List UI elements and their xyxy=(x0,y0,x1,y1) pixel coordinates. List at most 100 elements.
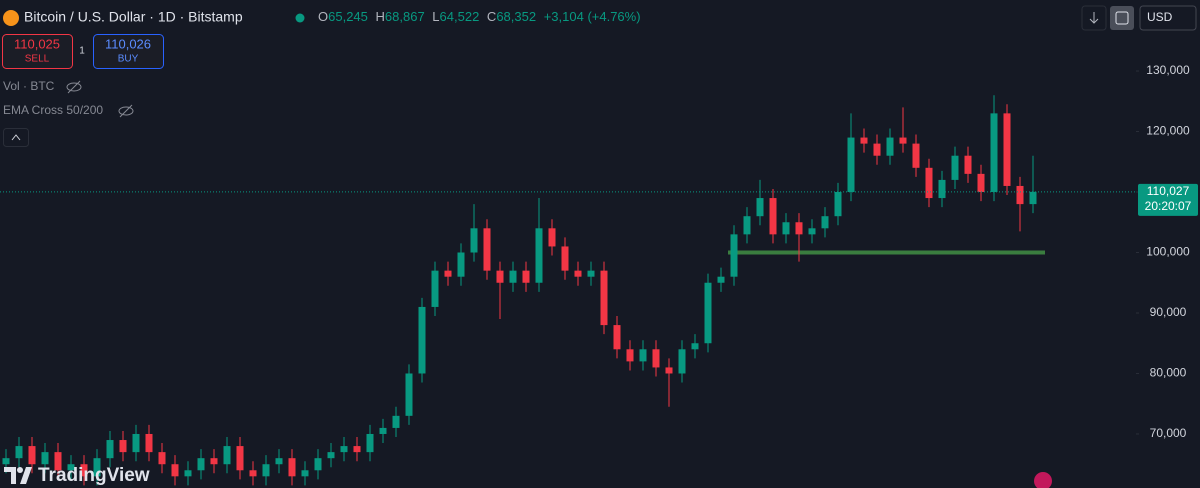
candle-body xyxy=(366,433,374,453)
candle-body xyxy=(873,143,881,156)
countdown: 20:20:07 xyxy=(1145,199,1192,213)
candle-body xyxy=(808,228,816,235)
candle-body xyxy=(990,113,998,193)
candle-body xyxy=(15,446,23,459)
candle-body xyxy=(691,343,699,350)
candle-body xyxy=(288,458,296,477)
ohlc: O65,245 H68,867 L64,522 C68,352 +3,104 (… xyxy=(318,9,641,24)
spread: 1 xyxy=(79,46,85,57)
candle-body xyxy=(574,270,582,277)
candle-body xyxy=(704,282,712,344)
fullscreen-button[interactable] xyxy=(1110,6,1134,30)
chevron-icon xyxy=(11,134,21,141)
ohlc-key: L xyxy=(432,9,439,24)
buy-button[interactable] xyxy=(93,34,164,69)
candle-body xyxy=(340,446,348,453)
candle-body xyxy=(912,143,920,168)
buy-price: 110,026 xyxy=(105,36,151,51)
candle-body xyxy=(457,252,465,277)
candle-body xyxy=(509,270,517,283)
candle-body xyxy=(665,367,673,374)
candle-body xyxy=(470,228,478,253)
price-axis xyxy=(1136,0,1200,488)
sell-button[interactable] xyxy=(2,34,73,69)
candle-body xyxy=(496,270,504,283)
candle-body xyxy=(431,270,439,307)
symbol: Bitcoin / U.S. Dollar · 1D · Bitstamp xyxy=(24,9,243,25)
sell-price: 110,025 xyxy=(14,36,60,51)
candle-body xyxy=(600,270,608,326)
ohlc-key: O xyxy=(318,9,328,24)
candle-body xyxy=(301,470,309,477)
candle-body xyxy=(730,234,738,277)
candle-body xyxy=(821,216,829,229)
hide-icon[interactable] xyxy=(118,104,134,118)
candle-body xyxy=(405,373,413,416)
candle-body xyxy=(938,179,946,199)
candle-body xyxy=(860,137,868,144)
candle-body xyxy=(327,452,335,459)
logo-icon xyxy=(17,467,23,473)
candle-body xyxy=(197,458,205,471)
candle-body xyxy=(756,198,764,217)
candle-body xyxy=(93,458,101,477)
candle-body xyxy=(795,222,803,235)
y-tick-label: 70,000 xyxy=(1150,426,1187,440)
collapse-button[interactable] xyxy=(3,128,29,147)
candle-body xyxy=(275,458,283,465)
y-tick-label: 120,000 xyxy=(1146,124,1190,138)
candle-body xyxy=(379,427,387,434)
candle-body xyxy=(249,470,257,477)
candle-body xyxy=(782,222,790,235)
candle-body xyxy=(106,440,114,459)
indicator-label: Vol · BTC xyxy=(3,79,55,93)
scroll-button[interactable] xyxy=(1081,5,1107,31)
candle-body xyxy=(223,446,231,465)
currency-button[interactable] xyxy=(1139,5,1197,31)
candle-body xyxy=(41,452,49,465)
candle-body xyxy=(392,415,400,428)
candle-body xyxy=(314,458,322,471)
ohlc-value: 65,245 xyxy=(328,9,368,24)
y-tick-label: 100,000 xyxy=(1146,245,1190,259)
candle-body xyxy=(171,464,179,477)
avatar[interactable] xyxy=(1034,472,1052,488)
indicator-label: EMA Cross 50/200 xyxy=(3,103,103,117)
candle-body xyxy=(964,155,972,174)
coin-icon xyxy=(3,10,19,26)
ohlc-value: 68,352 xyxy=(496,9,536,24)
candle-body xyxy=(1029,191,1037,205)
candle-body xyxy=(613,325,621,350)
candle-body xyxy=(925,167,933,199)
candle-body xyxy=(626,349,634,362)
buy-label: BUY xyxy=(118,54,139,65)
y-tick-label: 80,000 xyxy=(1150,366,1187,380)
candle-body xyxy=(951,155,959,180)
candle-body xyxy=(353,446,361,453)
candle-body xyxy=(743,216,751,235)
candle-body xyxy=(67,464,75,471)
candle-body xyxy=(158,452,166,465)
candle-body xyxy=(561,246,569,271)
status-dot xyxy=(295,13,305,23)
down-arrow-icon xyxy=(1089,12,1099,24)
candle-body xyxy=(535,228,543,283)
candle-body xyxy=(639,349,647,362)
candle-body xyxy=(678,349,686,374)
candle-body xyxy=(769,198,777,235)
candle-body xyxy=(418,306,426,374)
hide-icon[interactable] xyxy=(66,80,82,94)
candle-body xyxy=(80,464,88,477)
candle-body xyxy=(54,452,62,471)
sell-label: SELL xyxy=(25,54,50,65)
candle-body xyxy=(483,228,491,271)
candle-body xyxy=(717,276,725,283)
ohlc-key: H xyxy=(376,9,385,24)
logo: TradingView xyxy=(38,465,150,486)
ohlc-key: C xyxy=(487,9,496,24)
candle-body xyxy=(262,464,270,477)
candle-body xyxy=(1016,185,1024,205)
candle-body xyxy=(236,446,244,471)
